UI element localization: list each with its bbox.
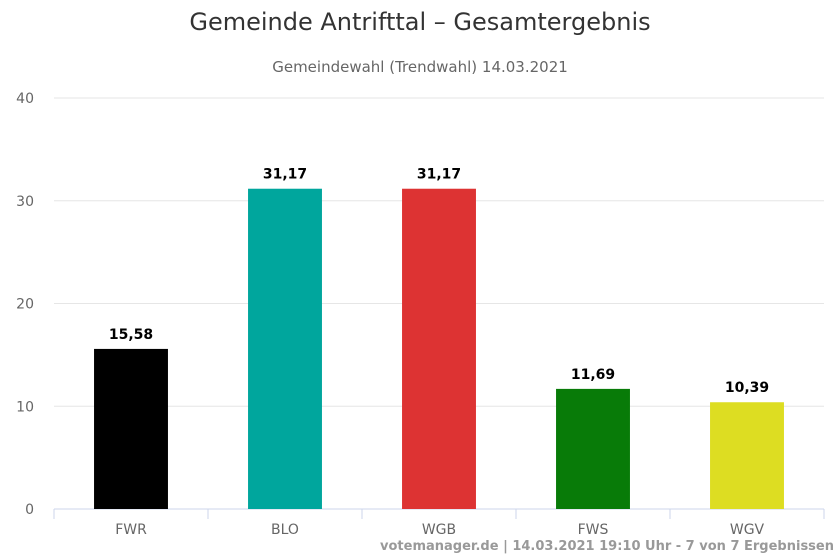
y-tick-label: 40: [16, 91, 34, 107]
credits-text[interactable]: votemanager.de | 14.03.2021 19:10 Uhr - …: [380, 539, 834, 554]
data-label: 10,39: [725, 380, 769, 396]
chart-title: Gemeinde Antrifttal – Gesamtergebnis: [189, 8, 651, 36]
x-tick-label: FWS: [578, 522, 609, 538]
y-tick-label: 30: [16, 194, 34, 210]
bar-fwr: [94, 348, 168, 509]
bar-wgb: [402, 188, 476, 509]
data-label: 11,69: [571, 367, 615, 383]
x-tick-label: WGV: [730, 522, 765, 538]
chart-subtitle: Gemeindewahl (Trendwahl) 14.03.2021: [272, 58, 568, 76]
bar-fws: [556, 388, 630, 509]
y-tick-label: 10: [16, 399, 34, 415]
bar-wgv: [710, 402, 784, 509]
data-label: 31,17: [417, 167, 461, 183]
x-tick-label: BLO: [271, 522, 299, 538]
y-tick-label: 20: [16, 297, 34, 313]
bar-blo: [248, 188, 322, 509]
data-label: 31,17: [263, 167, 307, 183]
data-label: 15,58: [109, 327, 153, 343]
x-tick-label: WGB: [422, 522, 456, 538]
y-tick-label: 0: [25, 502, 34, 518]
x-tick-label: FWR: [115, 522, 147, 538]
